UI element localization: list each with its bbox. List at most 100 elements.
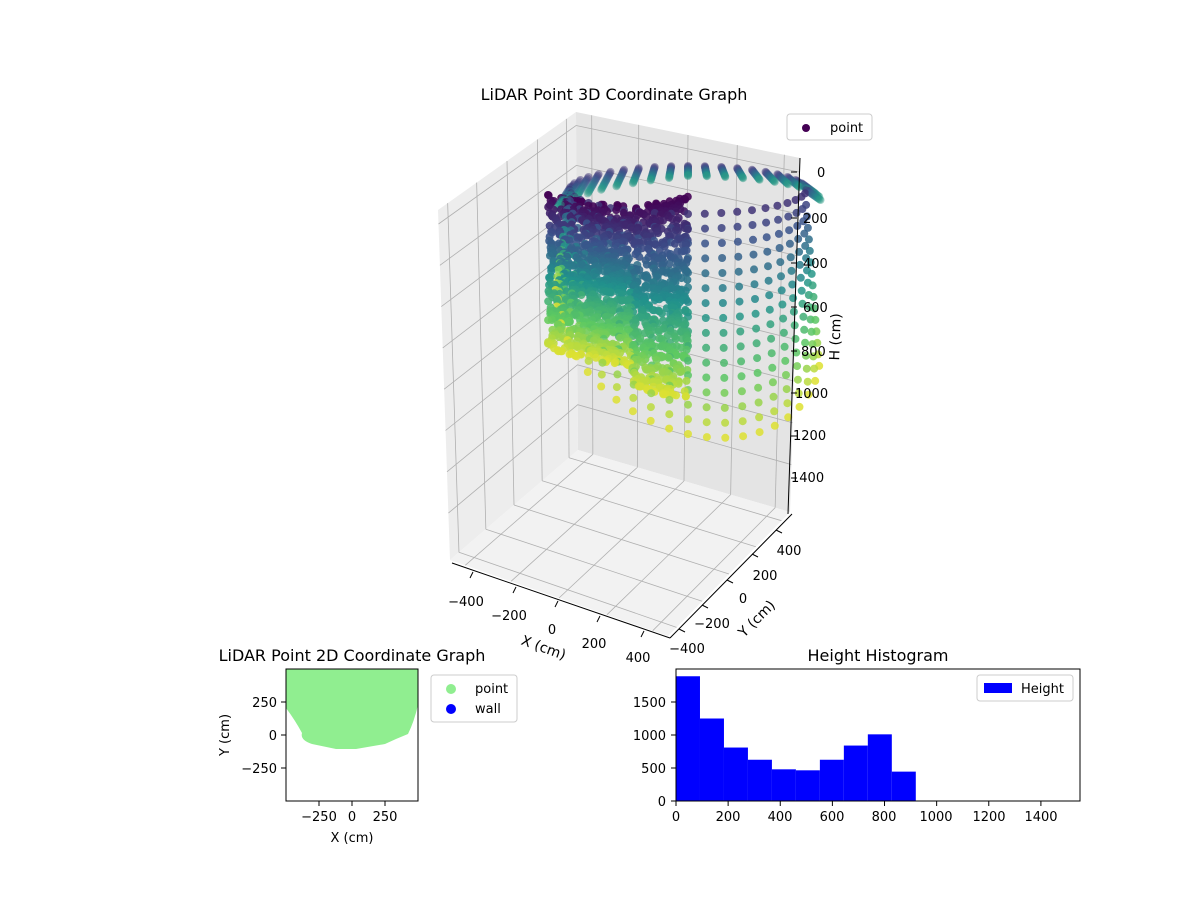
point-marker bbox=[807, 187, 816, 196]
point-marker bbox=[701, 239, 710, 248]
point-marker bbox=[670, 239, 679, 248]
point-marker bbox=[684, 163, 692, 172]
point-marker bbox=[803, 223, 812, 232]
point-marker bbox=[777, 174, 786, 183]
point-marker bbox=[607, 288, 616, 297]
z-axis-line bbox=[787, 157, 801, 515]
point-marker bbox=[755, 175, 764, 184]
point-marker bbox=[591, 176, 599, 185]
point-marker bbox=[665, 170, 674, 179]
point-marker bbox=[617, 172, 625, 181]
point-marker bbox=[632, 171, 641, 180]
point-marker bbox=[582, 177, 591, 185]
point-marker bbox=[719, 168, 728, 177]
point-marker bbox=[719, 169, 728, 177]
grid-line bbox=[447, 203, 460, 553]
point-marker bbox=[666, 164, 675, 173]
z-tick-label: 400 bbox=[803, 257, 828, 272]
point-marker bbox=[616, 333, 624, 342]
point-marker bbox=[801, 338, 810, 347]
point-marker bbox=[717, 239, 726, 247]
point-marker bbox=[791, 334, 800, 343]
point-marker bbox=[684, 170, 692, 179]
point-marker bbox=[602, 176, 611, 185]
point-marker bbox=[635, 252, 644, 261]
point-marker bbox=[615, 174, 624, 183]
point-marker bbox=[735, 297, 744, 306]
point-marker bbox=[700, 209, 709, 218]
grid-line bbox=[730, 145, 738, 495]
point-marker bbox=[785, 175, 794, 183]
point-marker bbox=[800, 229, 809, 238]
point-marker bbox=[806, 258, 815, 267]
point-marker bbox=[597, 370, 606, 379]
point-marker bbox=[702, 168, 711, 177]
legend-2d-label-wall: wall bbox=[475, 702, 501, 717]
point-marker bbox=[797, 180, 806, 189]
point-marker bbox=[677, 247, 686, 256]
point-marker bbox=[617, 171, 626, 180]
legend-3d-marker bbox=[802, 124, 810, 132]
point-marker bbox=[684, 168, 692, 176]
pane-floor bbox=[450, 450, 790, 636]
point-marker bbox=[795, 402, 804, 411]
point-marker bbox=[684, 164, 692, 172]
point-marker bbox=[683, 275, 692, 284]
point-marker bbox=[752, 171, 761, 180]
point-marker bbox=[720, 388, 729, 397]
point-marker bbox=[583, 189, 592, 198]
point-marker bbox=[753, 172, 762, 181]
point-marker bbox=[793, 362, 802, 371]
point-marker bbox=[752, 339, 761, 348]
point-marker bbox=[776, 258, 785, 267]
point-marker bbox=[739, 432, 748, 441]
point-marker bbox=[793, 375, 802, 384]
point-marker bbox=[600, 178, 609, 187]
point-marker bbox=[718, 284, 727, 292]
point-marker bbox=[580, 179, 589, 188]
point-marker bbox=[717, 163, 726, 171]
point-marker bbox=[769, 176, 778, 185]
point-marker bbox=[748, 221, 757, 229]
point-marker bbox=[702, 171, 711, 180]
point-marker bbox=[721, 173, 730, 181]
histogram-bar bbox=[891, 771, 916, 801]
point-marker bbox=[779, 314, 788, 323]
point-marker bbox=[785, 174, 794, 183]
point-marker bbox=[613, 370, 622, 379]
point-marker bbox=[702, 418, 711, 427]
point-marker bbox=[750, 169, 759, 178]
point-marker bbox=[684, 170, 692, 178]
chart-title-3d: LiDAR Point 3D Coordinate Graph bbox=[481, 85, 748, 104]
point-marker bbox=[597, 185, 606, 194]
point-marker bbox=[684, 356, 692, 365]
point-marker bbox=[684, 168, 692, 177]
point-marker bbox=[684, 162, 692, 170]
point-marker bbox=[702, 388, 711, 397]
point-marker bbox=[590, 177, 599, 186]
point-marker bbox=[649, 166, 658, 175]
point-marker bbox=[665, 174, 674, 182]
grid-line bbox=[446, 364, 793, 473]
point-marker bbox=[635, 382, 644, 391]
point-marker bbox=[807, 186, 816, 195]
point-marker bbox=[647, 172, 656, 181]
point-marker bbox=[612, 395, 621, 404]
point-marker bbox=[738, 173, 747, 182]
grid-line bbox=[513, 504, 730, 575]
point-cloud bbox=[544, 162, 825, 442]
point-marker bbox=[665, 424, 674, 433]
point-marker bbox=[602, 175, 611, 183]
point-marker bbox=[584, 188, 593, 197]
y-tick bbox=[678, 628, 686, 633]
point-marker bbox=[646, 175, 655, 184]
point-marker bbox=[784, 212, 793, 221]
point-marker bbox=[620, 165, 628, 174]
point-marker bbox=[659, 390, 668, 399]
point-marker bbox=[584, 173, 593, 181]
point-marker bbox=[598, 358, 607, 367]
y-tick-label: 1000 bbox=[633, 729, 666, 744]
point-marker bbox=[765, 171, 774, 180]
point-marker bbox=[648, 170, 657, 179]
x-tick bbox=[596, 615, 601, 623]
